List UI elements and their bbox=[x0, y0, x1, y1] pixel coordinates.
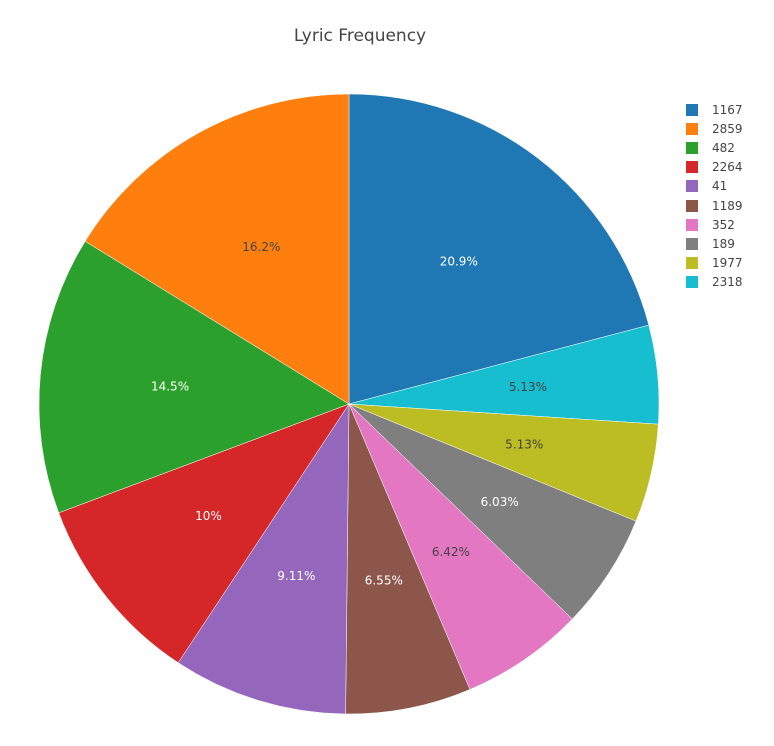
legend-swatch bbox=[686, 180, 698, 193]
pie-slice-2264[interactable] bbox=[58, 403, 350, 664]
chart-title: Lyric Frequency bbox=[293, 26, 427, 46]
legend-label: 41 bbox=[712, 179, 728, 194]
legend-label: 2318 bbox=[712, 275, 743, 290]
pie-slice-1167[interactable] bbox=[348, 93, 650, 405]
slice-label-1977: 5.13% bbox=[505, 437, 543, 451]
legend-item-189[interactable]: 189 bbox=[686, 234, 743, 253]
legend-label: 352 bbox=[712, 217, 735, 232]
legend-item-482[interactable]: 482 bbox=[686, 138, 743, 157]
legend-item-2264[interactable]: 2264 bbox=[686, 158, 743, 177]
legend-swatch bbox=[686, 237, 698, 250]
legend-swatch bbox=[686, 161, 698, 174]
slice-label-1189: 6.55% bbox=[365, 573, 403, 587]
pie-slice-1189[interactable] bbox=[345, 403, 471, 715]
legend-swatch bbox=[686, 218, 698, 231]
legend-swatch bbox=[686, 122, 698, 135]
slice-label-1167: 20.9% bbox=[440, 255, 478, 269]
legend-label: 189 bbox=[712, 236, 735, 251]
pie-slice-482[interactable] bbox=[38, 240, 350, 514]
slice-label-352: 6.42% bbox=[432, 545, 470, 559]
legend-label: 1977 bbox=[712, 256, 743, 271]
legend-swatch bbox=[686, 257, 698, 270]
legend-label: 2264 bbox=[712, 160, 743, 175]
slice-label-41: 9.11% bbox=[277, 569, 315, 583]
pie-slice-41[interactable] bbox=[177, 403, 350, 715]
legend-swatch bbox=[686, 199, 698, 212]
legend-swatch bbox=[686, 276, 698, 289]
slice-label-482: 14.5% bbox=[151, 380, 189, 394]
legend-item-1167[interactable]: 1167 bbox=[686, 100, 743, 119]
legend-label: 1189 bbox=[712, 198, 743, 213]
slice-label-189: 6.03% bbox=[481, 495, 519, 509]
slice-label-2859: 16.2% bbox=[242, 240, 280, 254]
legend: 1167 2859 482 2264 41 1189 352 189 1977 2318 bbox=[686, 100, 743, 292]
pie-slice-189[interactable] bbox=[348, 403, 637, 620]
legend-label: 482 bbox=[712, 140, 735, 155]
legend-label: 1167 bbox=[712, 102, 743, 117]
slice-label-2264: 10% bbox=[195, 509, 222, 523]
legend-item-352[interactable]: 352 bbox=[686, 215, 743, 234]
legend-item-1189[interactable]: 1189 bbox=[686, 196, 743, 215]
legend-item-1977[interactable]: 1977 bbox=[686, 254, 743, 273]
legend-label: 2859 bbox=[712, 121, 743, 136]
pie-slice-352[interactable] bbox=[348, 403, 573, 690]
legend-item-41[interactable]: 41 bbox=[686, 177, 743, 196]
legend-item-2859[interactable]: 2859 bbox=[686, 119, 743, 138]
legend-swatch bbox=[686, 141, 698, 154]
slice-label-2318: 5.13% bbox=[509, 380, 547, 394]
pie-slice-2859[interactable] bbox=[84, 93, 350, 405]
legend-swatch bbox=[686, 103, 698, 116]
legend-item-2318[interactable]: 2318 bbox=[686, 273, 743, 292]
